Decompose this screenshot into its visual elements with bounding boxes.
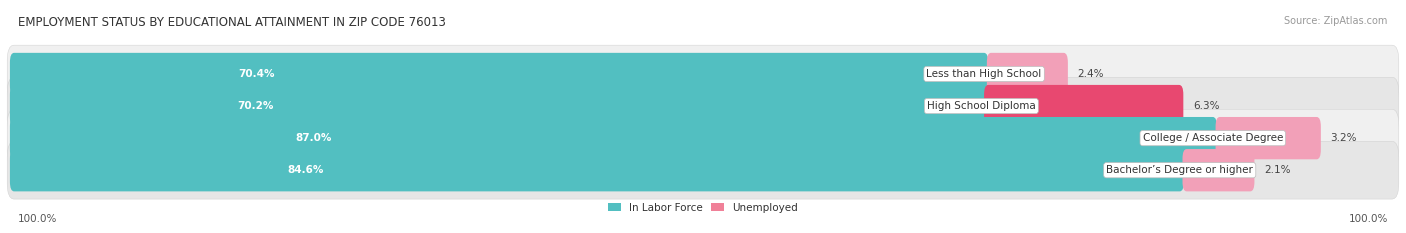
Text: 87.0%: 87.0% — [295, 133, 332, 143]
Text: College / Associate Degree: College / Associate Degree — [1143, 133, 1284, 143]
FancyBboxPatch shape — [7, 109, 1399, 167]
Text: 84.6%: 84.6% — [287, 165, 323, 175]
Text: EMPLOYMENT STATUS BY EDUCATIONAL ATTAINMENT IN ZIP CODE 76013: EMPLOYMENT STATUS BY EDUCATIONAL ATTAINM… — [18, 16, 446, 29]
FancyBboxPatch shape — [7, 141, 1399, 199]
FancyBboxPatch shape — [7, 45, 1399, 103]
Text: 100.0%: 100.0% — [18, 214, 58, 224]
Text: 6.3%: 6.3% — [1192, 101, 1219, 111]
Text: 2.1%: 2.1% — [1264, 165, 1291, 175]
Text: Source: ZipAtlas.com: Source: ZipAtlas.com — [1284, 16, 1388, 26]
FancyBboxPatch shape — [1216, 117, 1320, 159]
Text: 3.2%: 3.2% — [1330, 133, 1357, 143]
FancyBboxPatch shape — [10, 149, 1184, 191]
Text: Less than High School: Less than High School — [927, 69, 1042, 79]
FancyBboxPatch shape — [10, 117, 1218, 159]
Text: Bachelor’s Degree or higher: Bachelor’s Degree or higher — [1107, 165, 1253, 175]
FancyBboxPatch shape — [1182, 149, 1254, 191]
Legend: In Labor Force, Unemployed: In Labor Force, Unemployed — [609, 203, 797, 213]
FancyBboxPatch shape — [7, 77, 1399, 135]
FancyBboxPatch shape — [10, 53, 988, 95]
Text: 2.4%: 2.4% — [1077, 69, 1104, 79]
Text: 70.4%: 70.4% — [238, 69, 274, 79]
Text: High School Diploma: High School Diploma — [927, 101, 1036, 111]
Text: 70.2%: 70.2% — [238, 101, 274, 111]
FancyBboxPatch shape — [10, 85, 986, 127]
FancyBboxPatch shape — [984, 85, 1184, 127]
FancyBboxPatch shape — [987, 53, 1069, 95]
Text: 100.0%: 100.0% — [1348, 214, 1388, 224]
